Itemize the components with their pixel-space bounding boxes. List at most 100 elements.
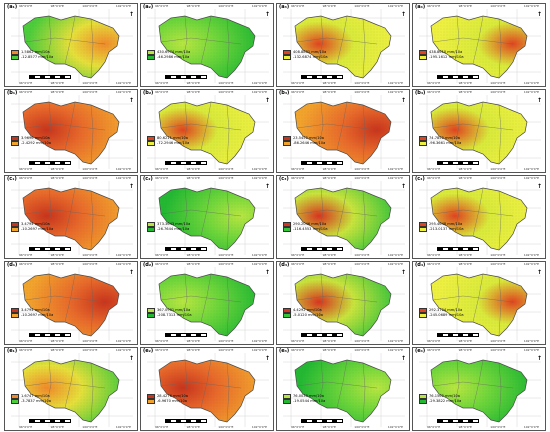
longitude-ticks: 96°0'0"E 98°0'0"E 100°0'0"E 102°0'0"E xyxy=(427,262,539,267)
lon-tick-label: 102°0'0"E xyxy=(387,4,403,8)
lon-tick-label: 102°0'0"E xyxy=(115,90,131,94)
lon-tick-label: 96°0'0"E xyxy=(155,167,169,171)
lon-tick-label: 96°0'0"E xyxy=(155,81,169,85)
legend-swatch xyxy=(419,55,427,60)
region-map xyxy=(419,95,541,169)
lon-tick-label: 98°0'0"E xyxy=(458,90,472,94)
scale-bar xyxy=(437,333,479,337)
longitude-ticks: 96°0'0"E 98°0'0"E 100°0'0"E 102°0'0"E xyxy=(155,167,267,172)
lon-tick-label: 102°0'0"E xyxy=(251,253,267,257)
panel-label: (d₁) xyxy=(6,262,19,268)
lon-tick-label: 96°0'0"E xyxy=(427,4,441,8)
legend-row: -86.2646 mm/10a xyxy=(283,141,325,146)
map-panel: 96°0'0"E 98°0'0"E 100°0'0"E 102°0'0"E 96°0'0… xyxy=(140,3,274,87)
lon-tick-label: 100°0'0"E xyxy=(82,262,98,266)
lon-tick-label: 102°0'0"E xyxy=(115,348,131,352)
legend-value: -19.0544 mm/10a xyxy=(293,399,326,403)
legend-swatch xyxy=(147,399,155,404)
legend-value: 408.8801 mm/10a xyxy=(293,50,327,54)
lon-tick-label: 98°0'0"E xyxy=(186,167,200,171)
north-arrow-icon: ↑ xyxy=(536,11,542,18)
legend-swatch xyxy=(11,313,19,318)
legend-value: 367.0901 mm/10a xyxy=(157,308,191,312)
legend: 23.5452 mm/10a -86.2646 mm/10a xyxy=(283,136,325,146)
legend-swatch xyxy=(147,308,155,313)
legend: 430.6974 mm/10a -46.2986 mm/10a xyxy=(147,50,190,60)
lon-tick-label: 100°0'0"E xyxy=(490,262,506,266)
legend-value: -72.2946 mm/10a xyxy=(157,141,190,145)
legend-swatch xyxy=(283,136,291,141)
region-map xyxy=(147,9,269,83)
lon-tick-label: 100°0'0"E xyxy=(490,167,506,171)
legend-row: 28.4276 mm/10a xyxy=(147,394,188,399)
legend-swatch xyxy=(147,55,155,60)
lon-tick-label: 98°0'0"E xyxy=(322,176,336,180)
legend-swatch xyxy=(419,136,427,141)
lon-tick-label: 96°0'0"E xyxy=(19,262,33,266)
legend-swatch xyxy=(283,222,291,227)
map-panel: 96°0'0"E 98°0'0"E 100°0'0"E 102°0'0"E 96°0'0… xyxy=(4,89,138,173)
legend-swatch xyxy=(147,141,155,146)
lon-tick-label: 96°0'0"E xyxy=(155,425,169,429)
lon-tick-label: 98°0'0"E xyxy=(50,262,64,266)
lon-tick-label: 100°0'0"E xyxy=(82,90,98,94)
map-panel: 96°0'0"E 98°0'0"E 100°0'0"E 102°0'0"E 96°0'0… xyxy=(4,3,138,87)
legend-swatch xyxy=(147,136,155,141)
lon-tick-label: 96°0'0"E xyxy=(427,90,441,94)
lon-tick-label: 98°0'0"E xyxy=(458,4,472,8)
lon-tick-label: 96°0'0"E xyxy=(291,262,305,266)
lon-tick-label: 102°0'0"E xyxy=(523,262,539,266)
map-panel: 96°0'0"E 98°0'0"E 100°0'0"E 102°0'0"E 96°0'0… xyxy=(140,261,274,345)
lon-tick-label: 98°0'0"E xyxy=(186,4,200,8)
lon-tick-label: 102°0'0"E xyxy=(115,339,131,343)
legend-row: 290.2046 mm/10a xyxy=(283,222,328,227)
longitude-ticks: 96°0'0"E 98°0'0"E 100°0'0"E 102°0'0"E xyxy=(427,81,539,86)
lon-tick-label: 98°0'0"E xyxy=(458,262,472,266)
panel-label: (b₃) xyxy=(278,90,291,96)
panel-label: (d₃) xyxy=(278,262,291,268)
lon-tick-label: 96°0'0"E xyxy=(427,176,441,180)
lon-tick-label: 100°0'0"E xyxy=(82,4,98,8)
legend-swatch xyxy=(147,394,155,399)
longitude-ticks: 96°0'0"E 98°0'0"E 100°0'0"E 102°0'0"E xyxy=(291,167,403,172)
legend-row: 76.1562 mm/10a xyxy=(419,394,461,399)
lon-tick-label: 102°0'0"E xyxy=(387,167,403,171)
legend-swatch xyxy=(11,394,19,399)
north-arrow-icon: ↑ xyxy=(128,355,134,362)
legend-value: 76.0030 mm/10a xyxy=(293,394,324,398)
legend-value: -116.4553 mm/10a xyxy=(293,227,328,231)
lon-tick-label: 100°0'0"E xyxy=(218,167,234,171)
legend-swatch xyxy=(147,222,155,227)
lon-tick-label: 98°0'0"E xyxy=(50,90,64,94)
longitude-ticks: 96°0'0"E 98°0'0"E 100°0'0"E 102°0'0"E xyxy=(291,253,403,258)
legend-value: 3.9696 mm/10a xyxy=(21,136,50,140)
lon-tick-label: 100°0'0"E xyxy=(490,339,506,343)
north-arrow-icon: ↑ xyxy=(400,11,406,18)
lon-tick-label: 100°0'0"E xyxy=(82,253,98,257)
panel-label: (d₂) xyxy=(142,262,155,268)
panel-label: (c₂) xyxy=(142,176,154,182)
legend-row: -72.2946 mm/10a xyxy=(147,141,189,146)
legend-value: 80.6211 mm/10a xyxy=(157,136,188,140)
lon-tick-label: 100°0'0"E xyxy=(490,176,506,180)
region-map xyxy=(283,9,405,83)
legend-row: -213.0137 mm/10a xyxy=(419,227,464,232)
map-panel: 96°0'0"E 98°0'0"E 100°0'0"E 102°0'0"E 96°0'0… xyxy=(412,175,546,259)
legend-value: 1.6747 mm/10a xyxy=(21,394,50,398)
scale-bar xyxy=(29,333,71,337)
lon-tick-label: 102°0'0"E xyxy=(115,425,131,429)
legend-swatch xyxy=(419,394,427,399)
lon-tick-label: 100°0'0"E xyxy=(354,339,370,343)
lon-tick-label: 100°0'0"E xyxy=(354,4,370,8)
lon-tick-label: 102°0'0"E xyxy=(523,348,539,352)
region-map xyxy=(11,95,133,169)
legend-row: -26.7644 mm/10a xyxy=(147,227,190,232)
lon-tick-label: 98°0'0"E xyxy=(322,348,336,352)
longitude-ticks: 96°0'0"E 98°0'0"E 100°0'0"E 102°0'0"E xyxy=(19,253,131,258)
scale-bar xyxy=(301,419,343,423)
north-arrow-icon: ↑ xyxy=(536,183,542,190)
legend-swatch xyxy=(147,50,155,55)
lon-tick-label: 100°0'0"E xyxy=(82,167,98,171)
legend: 290.2046 mm/10a -116.4553 mm/10a xyxy=(283,222,328,232)
legend-value: 430.6974 mm/10a xyxy=(157,50,191,54)
